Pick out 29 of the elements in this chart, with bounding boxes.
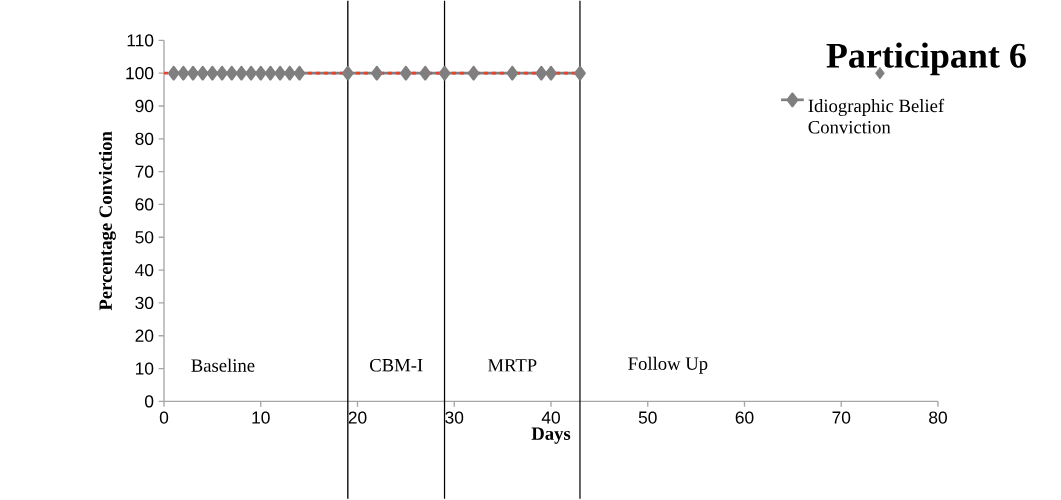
x-tick-label: 0 <box>159 411 169 424</box>
x-tick-label: 70 <box>832 411 851 424</box>
annotation: Baseline <box>191 358 255 373</box>
y-axis-title: Percentage Conviction <box>98 131 116 311</box>
x-tick-label: 60 <box>735 411 754 424</box>
legend-label: Idiographic Belief Conviction <box>808 99 945 134</box>
x-tick-label: 20 <box>348 411 367 424</box>
y-tick-label: 30 <box>135 297 154 310</box>
x-tick-label: 50 <box>638 411 657 424</box>
y-tick-label: 100 <box>126 67 154 80</box>
x-tick-label: 80 <box>929 411 947 424</box>
x-tick-label: 40 <box>541 411 560 424</box>
y-tick-label: 10 <box>136 362 154 375</box>
x-axis-title: Days <box>531 427 571 445</box>
annotation: MRTP <box>487 359 537 372</box>
y-tick-label: 70 <box>135 165 154 179</box>
annotation: Follow Up <box>628 357 708 374</box>
y-tick-label: 60 <box>135 198 154 211</box>
y-tick-label: 80 <box>135 132 154 146</box>
y-tick-label: 110 <box>127 34 154 47</box>
y-tick-label: 90 <box>135 100 154 113</box>
chart-title: Participant 6 <box>826 42 1026 76</box>
y-tick-label: 40 <box>135 264 154 277</box>
annotation: CBM-I <box>370 359 423 372</box>
y-tick-label: 20 <box>135 329 154 343</box>
y-tick-label: 0 <box>144 395 154 408</box>
x-tick-label: 30 <box>445 411 464 424</box>
y-tick-label: 50 <box>135 231 154 244</box>
x-tick-label: 10 <box>252 411 270 424</box>
